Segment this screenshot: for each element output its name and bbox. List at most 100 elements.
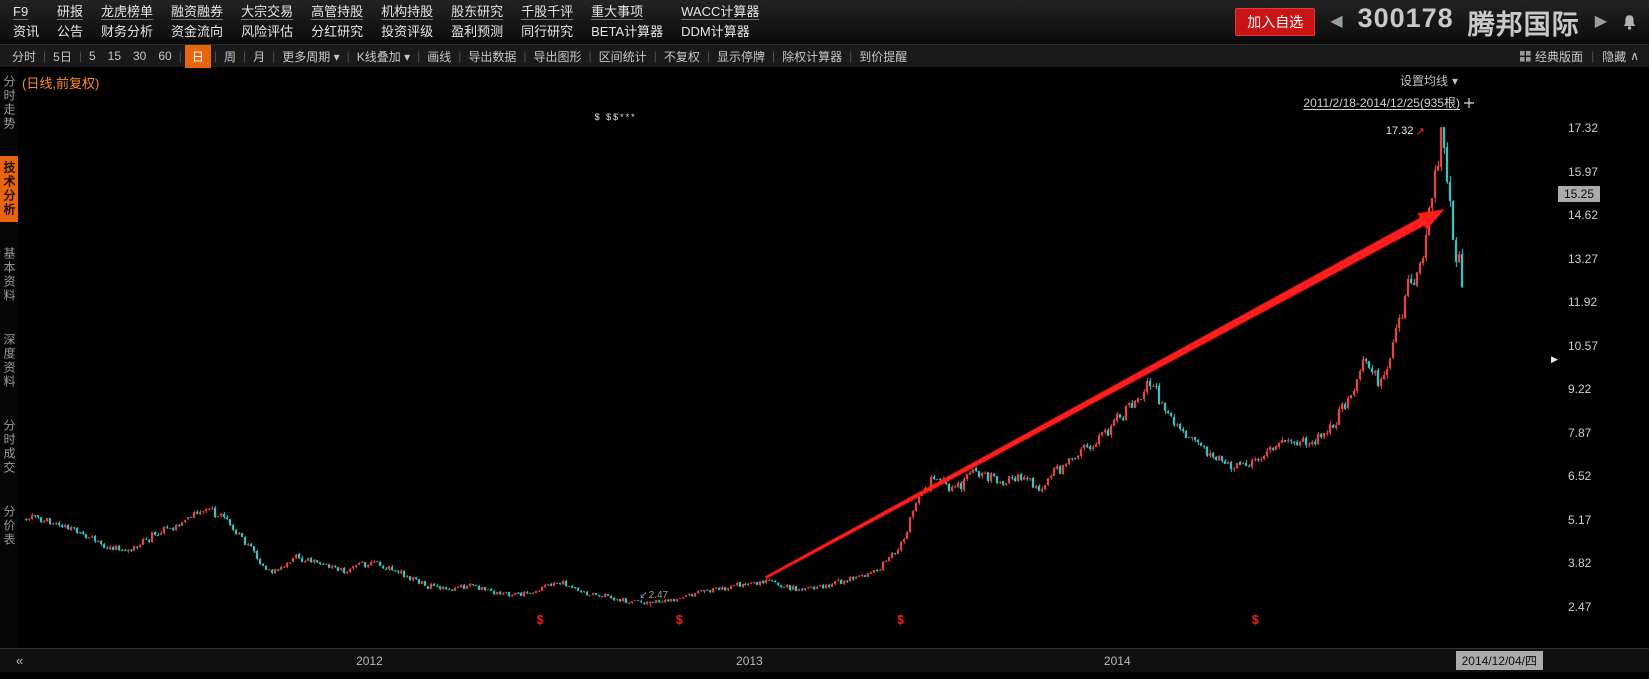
menu-item-peer-research[interactable]: 同行研究 [521, 24, 574, 39]
separator: | [706, 49, 710, 63]
y-axis-label: 13.27 [1568, 251, 1599, 266]
time-axis: « 2014/12/04/四 2012 2013 2014 [0, 648, 1649, 672]
menu-item-ddm-calculator[interactable]: DDM计算器 [681, 24, 750, 39]
menu-item-beta-calculator[interactable]: BETA计算器 [591, 24, 664, 39]
sidebar-tab-depth-info[interactable]: 深度资料 [2, 333, 16, 389]
sidebar-tab-price-volume-table[interactable]: 分价表 [2, 505, 16, 547]
menu-item-dividend-research[interactable]: 分红研究 [311, 24, 364, 39]
toolbar-period-tools: 分时 | 5日 | 5 15 30 60 | 日 | 周 | 月 | 更多周期 ▾ | K线叠加 ▾ | 画线 | 导出数… [0, 44, 913, 68]
classic-layout-button[interactable]: 经典版面 [1520, 48, 1583, 65]
menu-column: 龙虎榜单 财务分析 [92, 0, 162, 44]
separator: | [43, 49, 47, 63]
scroll-right-icon[interactable]: ▶ [1551, 354, 1558, 364]
separator: | [243, 49, 247, 63]
toolbar-no-adjust[interactable]: 不复权 [663, 49, 700, 64]
menu-column: 机构持股 投资评级 [372, 0, 442, 44]
toolbar-more-periods[interactable]: 更多周期 ▾ [282, 49, 340, 64]
visible-range-link[interactable]: 2011/2/18-2014/12/25(935根) [1303, 94, 1474, 111]
sidebar-tab-tick-trades[interactable]: 分时成交 [2, 419, 16, 475]
menu-item-institution-holding[interactable]: 机构持股 [381, 4, 434, 19]
toolbar-monthly[interactable]: 月 [253, 49, 266, 64]
menu-item-f9[interactable]: F9 [13, 4, 29, 19]
toolbar-minute-chart[interactable]: 分时 [12, 49, 37, 64]
separator: | [417, 49, 421, 63]
chevron-up-icon: ∧ [1630, 49, 1639, 63]
ma-setting-dropdown[interactable]: 设置均线 ▾ [1399, 73, 1458, 89]
menu-item-margin-trading[interactable]: 融资融券 [171, 4, 224, 19]
candlestick-chart-canvas[interactable] [18, 68, 1545, 648]
sidebar-tab-technical-analysis[interactable]: 技术分析 [0, 156, 18, 222]
separator: | [1591, 49, 1595, 63]
add-watchlist-button[interactable]: 加入自选 [1235, 8, 1316, 36]
menu-column: 高管持股 分红研究 [302, 0, 372, 44]
separator: | [178, 49, 182, 63]
menu-column: 千股千评 同行研究 [512, 0, 582, 44]
toolbar-period-60[interactable]: 60 [158, 49, 172, 63]
sidebar-tab-minute-trend[interactable]: 分时走势 [2, 75, 16, 131]
price-axis: 15.25 ▶ 17.32 15.97 14.62 13.27 11.92 10.57 9.… [1546, 68, 1649, 648]
toolbar-period-5[interactable]: 5 [88, 49, 96, 63]
menu-item-shareholder-research[interactable]: 股东研究 [451, 4, 504, 19]
menu-item-financial-analysis[interactable]: 财务分析 [101, 24, 154, 39]
separator: | [771, 49, 776, 63]
separator: | [346, 49, 350, 63]
menu-item-dragon-tiger-list[interactable]: 龙虎榜单 [101, 4, 154, 19]
separator: | [78, 49, 82, 63]
menu-item-risk-assessment[interactable]: 风险评估 [241, 24, 294, 39]
separator: | [213, 49, 217, 63]
hide-panel-button[interactable]: 隐藏 ∧ [1602, 49, 1639, 64]
toolbar-weekly[interactable]: 周 [223, 49, 236, 64]
menu-item-wacc-calculator[interactable]: WACC计算器 [681, 4, 760, 19]
header-right-cluster: 加入自选 ◀ 300178 腾邦国际 ▶ [1235, 3, 1649, 42]
chart-type-label: (日线,前复权) [22, 76, 100, 91]
toolbar-period-15[interactable]: 15 [107, 49, 121, 63]
toolbar-export-data[interactable]: 导出数据 [468, 49, 517, 64]
menu-column: 研报 公告 [48, 0, 92, 44]
menu-item-capital-flow[interactable]: 资金流向 [171, 24, 224, 39]
toolbar-period-30[interactable]: 30 [133, 49, 147, 63]
toolbar-draw-line[interactable]: 画线 [427, 49, 452, 64]
menu-column: 融资融券 资金流向 [162, 0, 232, 44]
sidebar-tab-basic-info[interactable]: 基本资料 [2, 247, 16, 303]
menu-item-stock-comments[interactable]: 千股千评 [521, 4, 574, 19]
menu-item-announcement[interactable]: 公告 [57, 24, 84, 39]
toolbar-export-image[interactable]: 导出图形 [533, 49, 582, 64]
prev-stock-icon[interactable]: ◀ [1330, 13, 1343, 30]
up-right-arrow-icon: ↗ [1415, 125, 1425, 138]
stock-code: 300178 [1357, 2, 1454, 33]
toolbar-five-day[interactable]: 5日 [53, 49, 72, 64]
chart-workspace: 分时走势 技术分析 基本资料 深度资料 分时成交 分价表 (日线,前复权) 设置均线 ▾ … [0, 68, 1649, 648]
scroll-left-icon[interactable]: « [16, 653, 24, 668]
low-price-annotation: ↙ 2.47 [639, 590, 669, 601]
toolbar-range-statistics[interactable]: 区间统计 [598, 49, 647, 64]
menu-column: WACC计算器 DDM计算器 [672, 0, 768, 44]
next-stock-icon[interactable]: ▶ [1594, 13, 1607, 30]
separator: | [523, 49, 527, 63]
alert-bell-icon[interactable] [1622, 14, 1637, 31]
toolbar-show-suspension[interactable]: 显示停牌 [716, 49, 765, 64]
x-axis-label: 2014 [1103, 654, 1131, 668]
separator: | [272, 49, 276, 63]
current-price-badge: 15.25 [1558, 185, 1601, 202]
menu-item-major-events[interactable]: 重大事项 [591, 4, 644, 19]
pin-icon [1464, 97, 1474, 108]
menu-item-block-trade[interactable]: 大宗交易 [241, 4, 294, 19]
toolbar-daily[interactable]: 日 [184, 44, 211, 68]
menu-item-research-report[interactable]: 研报 [57, 4, 84, 19]
y-axis-label: 2.47 [1568, 600, 1592, 614]
toolbar-exright-calculator[interactable]: 除权计算器 [782, 49, 843, 64]
menu-item-earnings-forecast[interactable]: 盈利预测 [451, 24, 504, 39]
menu-column: 大宗交易 风险评估 [232, 0, 302, 44]
menu-item-executive-holding[interactable]: 高管持股 [311, 4, 364, 19]
toolbar-kline-overlay[interactable]: K线叠加 ▾ [356, 49, 411, 64]
y-axis-label: 14.62 [1568, 208, 1599, 223]
menu-item-news[interactable]: 资讯 [13, 24, 40, 39]
chart-toolbar: 分时 | 5日 | 5 15 30 60 | 日 | 周 | 月 | 更多周期 ▾ | K线叠加 ▾ | 画线 | 导出数… [0, 44, 1649, 68]
menu-item-investment-rating[interactable]: 投资评级 [381, 24, 434, 39]
left-tab-sidebar: 分时走势技术分析基本资料深度资料分时成交分价表 [0, 68, 18, 648]
toolbar-price-alert[interactable]: 到价提醒 [859, 49, 908, 64]
y-axis-label: 3.82 [1568, 556, 1592, 571]
menu-column: 重大事项 BETA计算器 [582, 0, 672, 44]
down-left-arrow-icon: ↙ [639, 590, 648, 601]
